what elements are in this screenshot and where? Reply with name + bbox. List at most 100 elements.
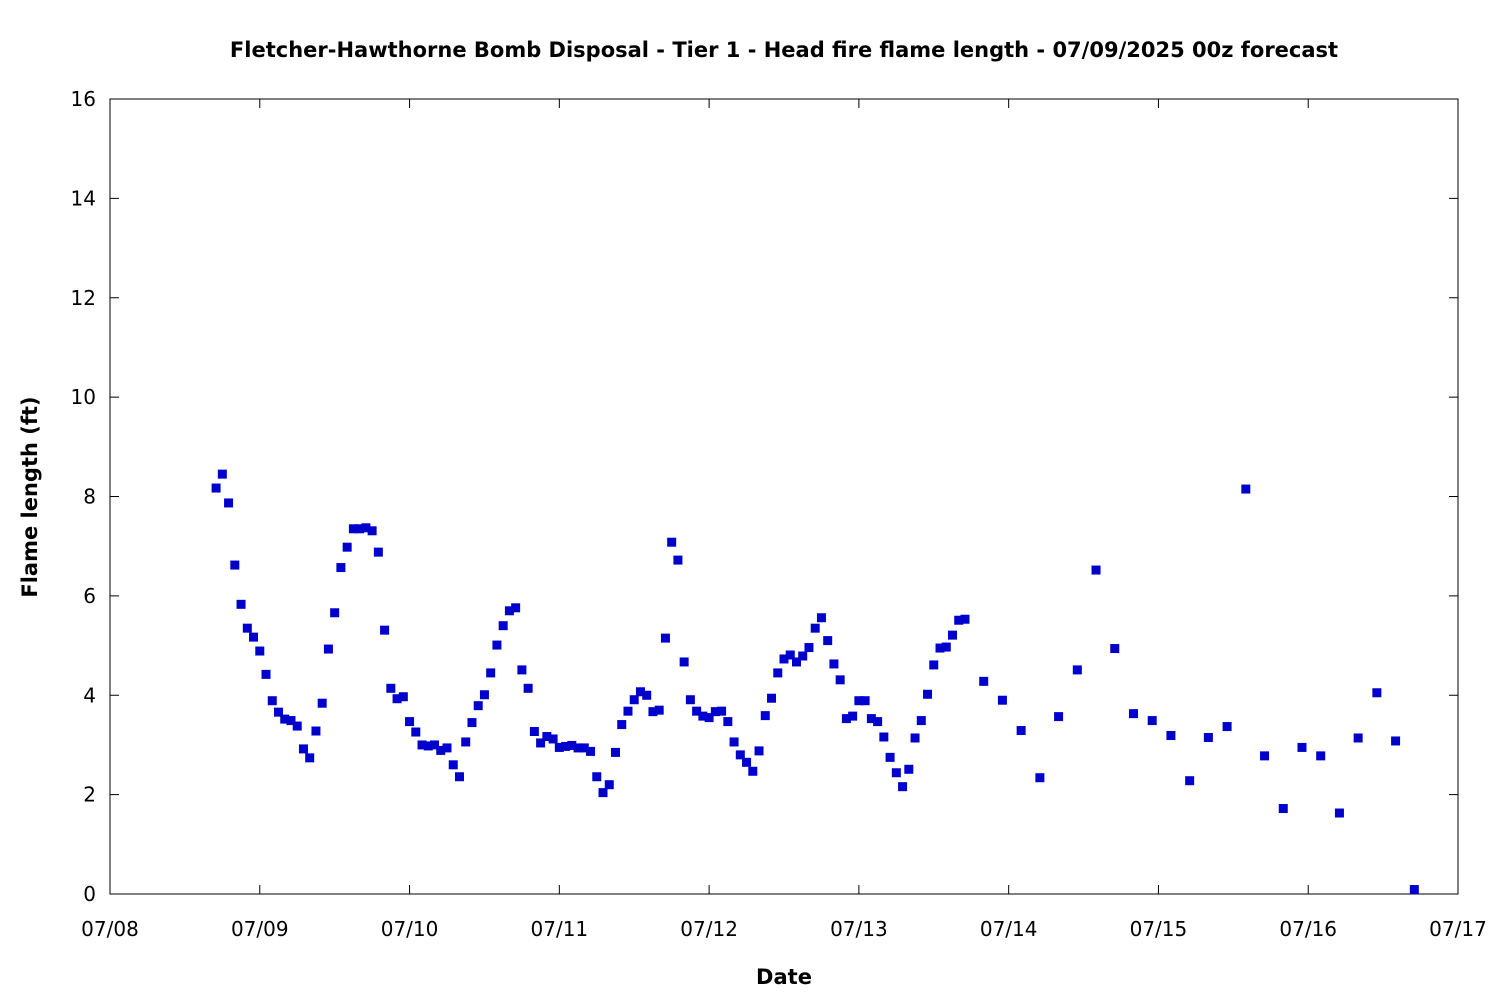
data-point [979, 676, 989, 686]
data-point [710, 707, 720, 717]
data-point [561, 741, 571, 751]
data-point [754, 746, 764, 756]
data-point [873, 717, 883, 727]
data-point [854, 696, 864, 706]
data-point [816, 613, 826, 623]
x-tick-label: 07/17 [1429, 917, 1487, 941]
data-point [436, 745, 446, 755]
y-tick-label: 14 [71, 186, 96, 210]
x-tick-label: 07/15 [1130, 917, 1188, 941]
data-point [330, 608, 340, 618]
data-point [604, 780, 614, 790]
data-point [405, 717, 415, 727]
data-point [1016, 726, 1026, 736]
plot-area-frame [109, 98, 1459, 895]
data-point [217, 469, 227, 479]
data-point [398, 692, 408, 702]
data-point [592, 772, 602, 782]
data-point [579, 743, 589, 753]
data-point [486, 668, 496, 678]
data-point [692, 706, 702, 716]
data-point [274, 707, 283, 717]
data-point [305, 753, 315, 763]
data-point [498, 621, 508, 631]
data-point [411, 727, 421, 737]
data-point [829, 659, 839, 669]
data-point [941, 642, 951, 652]
data-point [355, 524, 365, 534]
data-point [380, 625, 390, 635]
data-point [586, 746, 596, 756]
data-point [267, 696, 277, 706]
data-point [954, 615, 964, 625]
y-axis-label: Flame length (ft) [18, 396, 42, 597]
data-point [835, 675, 845, 685]
data-point [361, 523, 371, 533]
data-point [679, 657, 689, 667]
y-tick-label: 16 [71, 87, 96, 111]
data-point [473, 701, 483, 711]
data-point [548, 734, 558, 744]
data-point [442, 743, 452, 753]
data-point [311, 726, 321, 736]
data-point [629, 695, 639, 705]
data-point [386, 683, 396, 693]
data-point [735, 750, 745, 760]
data-point [1260, 751, 1270, 761]
data-point [479, 690, 489, 700]
data-point [1072, 665, 1082, 675]
data-point [860, 696, 870, 706]
y-axis: 0 2 4 6 8 10 12 14 16 [71, 87, 1458, 906]
data-point [423, 741, 433, 751]
data-point [1147, 716, 1157, 726]
data-point [1035, 773, 1045, 783]
data-point [367, 526, 377, 536]
x-tick-label: 07/12 [680, 917, 738, 941]
data-point [467, 718, 477, 728]
y-tick-label: 0 [83, 882, 96, 906]
data-point [642, 690, 652, 700]
data-point [623, 706, 633, 716]
y-tick-label: 8 [83, 485, 96, 509]
data-point [1166, 730, 1176, 740]
data-point [660, 633, 670, 643]
data-point [292, 721, 302, 731]
x-axis-label: Date [756, 965, 812, 989]
data-point [1203, 732, 1213, 742]
data-point [517, 665, 527, 675]
y-tick-label: 12 [71, 286, 96, 310]
data-point [866, 714, 876, 724]
data-point [804, 643, 814, 653]
data-point [1110, 644, 1120, 654]
data-point [1334, 808, 1344, 818]
data-point [598, 788, 608, 798]
x-tick-label: 07/08 [81, 917, 139, 941]
data-point [810, 623, 820, 633]
data-point [1372, 688, 1382, 698]
data-point [723, 717, 733, 727]
data-point [1316, 751, 1326, 761]
chart-title: Fletcher-Hawthorne Bomb Disposal - Tier … [230, 38, 1338, 62]
data-point [417, 740, 427, 750]
data-point [504, 606, 514, 616]
data-point [698, 711, 708, 721]
x-tick-label: 07/13 [830, 917, 888, 941]
data-point [249, 632, 259, 642]
data-point [536, 738, 546, 748]
data-point [392, 694, 402, 704]
data-point [898, 782, 908, 792]
data-point [448, 760, 458, 770]
x-tick-label: 07/16 [1279, 917, 1337, 941]
data-point [492, 640, 502, 650]
data-point [742, 757, 752, 767]
data-point [779, 654, 789, 664]
data-point [1409, 885, 1419, 895]
data-point [286, 716, 296, 726]
data-point [1241, 484, 1251, 494]
data-point [748, 766, 758, 776]
data-point [529, 727, 539, 737]
data-point [767, 693, 777, 703]
data-point [729, 737, 739, 747]
data-point [717, 706, 727, 716]
